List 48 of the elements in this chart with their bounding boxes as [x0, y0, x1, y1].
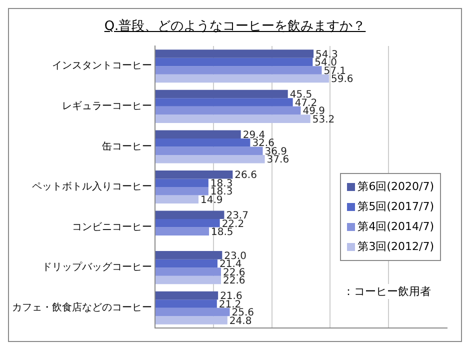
bar — [156, 114, 310, 123]
bar — [156, 58, 313, 66]
bar — [156, 316, 228, 324]
y-tick-label: ドリップバッグコーヒー — [42, 261, 152, 274]
data-label: 37.6 — [266, 154, 290, 166]
bar — [156, 130, 241, 138]
bar — [156, 146, 263, 155]
chart-title: Q.普段、どのようなコーヒーを飲みますか？ — [104, 19, 366, 34]
bar — [156, 50, 314, 58]
data-label: 53.2 — [312, 114, 335, 126]
data-label: 14.9 — [200, 194, 223, 206]
bar — [156, 268, 221, 276]
y-tick-label: ペットボトル入りコーヒー — [32, 180, 152, 193]
bar — [156, 98, 293, 106]
legend-label: 第4回(2014/7) — [358, 219, 434, 235]
bar — [156, 178, 208, 187]
bar — [156, 291, 218, 300]
bar — [156, 170, 233, 179]
bar — [156, 308, 230, 316]
data-label: 24.8 — [229, 316, 252, 327]
bar — [156, 187, 208, 196]
bar — [156, 154, 265, 164]
data-label: 22.6 — [222, 276, 246, 287]
y-tick-label: インスタントコーヒー — [52, 60, 152, 72]
bar — [156, 74, 330, 83]
bar — [156, 90, 288, 98]
bar — [156, 300, 217, 308]
bar — [156, 219, 220, 228]
data-label: 18.5 — [211, 227, 234, 238]
legend-label: 第5回(2017/7) — [358, 199, 434, 215]
data-label: 59.6 — [331, 74, 354, 86]
y-tick-label: コンビニコーヒー — [72, 222, 152, 233]
bar — [156, 66, 322, 74]
bar — [156, 227, 210, 236]
data-label: 26.6 — [234, 170, 257, 182]
bar — [156, 210, 224, 220]
annotation: ：コーヒー飲用者 — [343, 284, 431, 299]
legend-label: 第3回(2012/7) — [358, 239, 434, 255]
bar — [156, 106, 301, 115]
y-tick-label: レギュラーコーヒー — [62, 100, 152, 112]
bar — [156, 195, 199, 204]
bar — [156, 138, 250, 147]
legend-label: 第6回(2020/7) — [358, 179, 434, 195]
bar — [156, 259, 218, 268]
y-tick-label: カフェ・飲食店などのコーヒー — [12, 301, 152, 314]
y-tick-label: 缶コーヒー — [102, 141, 152, 152]
bar — [156, 251, 222, 260]
bar — [156, 276, 221, 284]
